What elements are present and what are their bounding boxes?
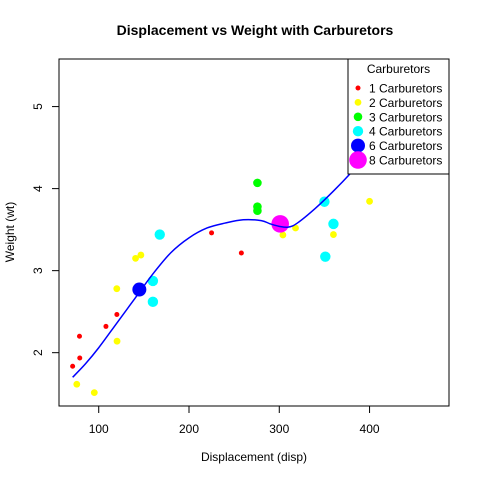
legend-marker-carb-1 [355, 85, 361, 91]
data-point-carb-4 [154, 229, 165, 240]
legend-marker-carb-6 [351, 138, 365, 153]
data-point-carb-6 [132, 282, 147, 297]
data-point-carb-2 [73, 380, 81, 388]
data-point-carb-2 [292, 224, 299, 232]
data-point-carb-2 [137, 251, 145, 259]
data-point-carb-1 [103, 323, 109, 329]
data-point-carb-8 [271, 215, 289, 233]
legend-marker-carb-3 [353, 112, 363, 122]
data-point-carb-4 [147, 275, 159, 287]
y-axis: 2 3 4 5 [31, 103, 60, 356]
legend-label: 4 Carburetors [369, 125, 442, 139]
data-point-carb-3 [253, 178, 262, 188]
data-point-carb-1 [209, 230, 215, 236]
data-point-carb-1 [77, 355, 83, 361]
data-point-carb-1 [238, 250, 244, 256]
legend-marker-carb-8 [349, 151, 367, 169]
x-axis: 100 200 300 400 [89, 405, 380, 436]
data-point-carb-3 [253, 202, 262, 211]
x-tick-label: 100 [89, 422, 109, 436]
data-point-carb-2 [113, 285, 121, 293]
data-point-carb-2 [90, 389, 98, 397]
y-tick-label: 5 [31, 103, 45, 110]
y-axis-label: Weight (wt) [3, 202, 17, 262]
legend-label: 3 Carburetors [369, 110, 442, 124]
y-tick-label: 4 [31, 185, 45, 192]
x-axis-label: Displacement (disp) [201, 450, 307, 464]
data-point-carb-2 [113, 337, 121, 345]
data-point-carb-2 [366, 197, 373, 205]
legend-label: 6 Carburetors [369, 139, 442, 153]
legend-label: 1 Carburetors [369, 82, 442, 96]
x-tick-label: 200 [179, 422, 199, 436]
chart-title: Displacement vs Weight with Carburetors [117, 22, 394, 38]
data-point-carb-4 [320, 251, 331, 262]
data-point-carb-1 [76, 333, 82, 339]
legend-marker-carb-2 [354, 99, 362, 106]
x-tick-label: 400 [360, 422, 380, 436]
y-tick-label: 2 [31, 349, 45, 356]
y-tick-label: 3 [31, 267, 45, 274]
data-point-carb-1 [114, 312, 120, 318]
x-tick-label: 300 [269, 422, 289, 436]
data-point-carb-4 [328, 218, 339, 230]
legend-label: 8 Carburetors [369, 154, 442, 168]
data-point-carb-2 [330, 231, 337, 238]
data-point-carb-4 [319, 196, 330, 207]
data-point-carb-2 [132, 254, 139, 262]
legend-label: 2 Carburetors [369, 96, 442, 110]
legend-title: Carburetors [367, 62, 430, 76]
data-point-carb-1 [70, 363, 76, 369]
data-point-carb-2 [279, 231, 287, 239]
data-point-carb-4 [147, 296, 159, 308]
data-points [70, 178, 373, 397]
legend-marker-carb-4 [352, 126, 364, 137]
